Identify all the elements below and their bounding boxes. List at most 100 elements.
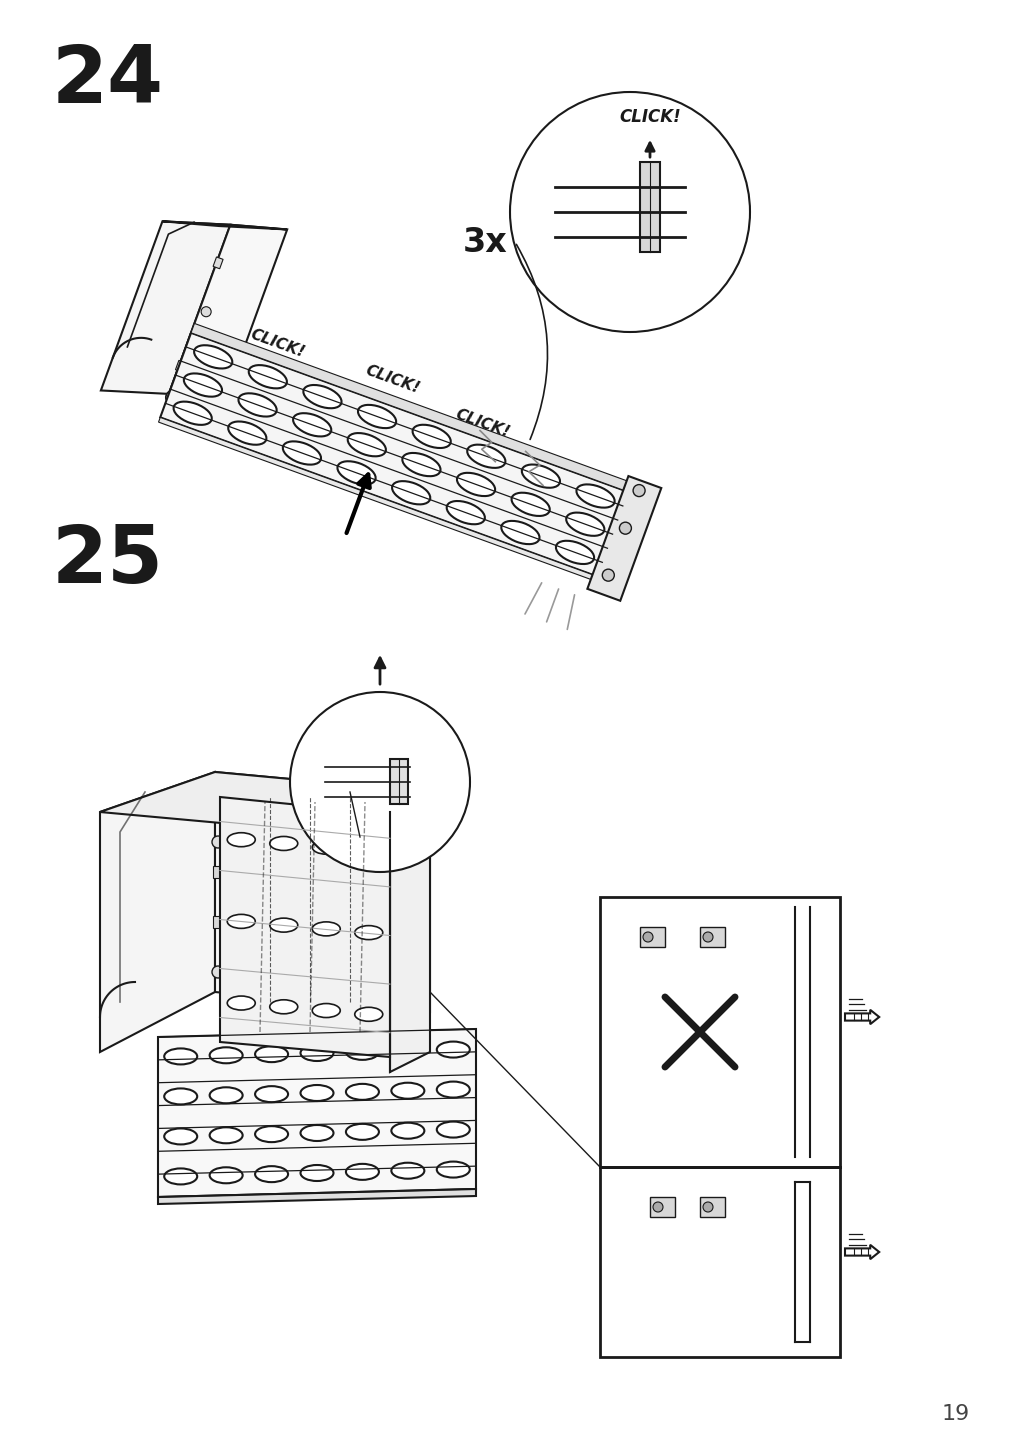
Ellipse shape [303, 385, 341, 408]
Ellipse shape [565, 513, 604, 536]
Ellipse shape [391, 1123, 424, 1138]
Bar [600, 896, 839, 1167]
Bar [212, 916, 222, 928]
Ellipse shape [255, 1085, 288, 1103]
Ellipse shape [164, 1169, 197, 1184]
Bar [700, 927, 724, 947]
Ellipse shape [355, 925, 382, 939]
Ellipse shape [358, 405, 395, 428]
Ellipse shape [164, 1088, 197, 1104]
Ellipse shape [249, 365, 287, 388]
Ellipse shape [346, 1044, 378, 1060]
Polygon shape [389, 792, 430, 1073]
Text: CLICK!: CLICK! [619, 107, 680, 126]
Ellipse shape [391, 1083, 424, 1098]
Text: CLICK!: CLICK! [453, 407, 512, 440]
Polygon shape [100, 772, 430, 832]
Ellipse shape [164, 1128, 197, 1144]
Ellipse shape [293, 414, 331, 437]
Ellipse shape [194, 345, 233, 368]
Polygon shape [101, 222, 231, 394]
Polygon shape [160, 332, 628, 577]
Ellipse shape [511, 493, 549, 516]
Ellipse shape [346, 1124, 378, 1140]
Ellipse shape [227, 421, 266, 445]
Bar [649, 1197, 674, 1217]
Text: 24: 24 [52, 42, 164, 120]
Ellipse shape [282, 441, 320, 464]
Circle shape [510, 92, 749, 332]
Ellipse shape [337, 461, 375, 484]
Ellipse shape [457, 473, 494, 495]
Text: 19: 19 [941, 1403, 969, 1423]
Polygon shape [158, 1189, 475, 1204]
Ellipse shape [348, 432, 385, 457]
Ellipse shape [300, 1126, 334, 1141]
Ellipse shape [437, 1081, 469, 1097]
Bar [639, 927, 664, 947]
Text: CLICK!: CLICK! [363, 362, 421, 397]
Ellipse shape [446, 501, 484, 524]
Circle shape [201, 306, 211, 316]
Text: CLICK!: CLICK! [249, 326, 306, 359]
Ellipse shape [209, 1047, 243, 1064]
Polygon shape [175, 361, 185, 372]
Ellipse shape [227, 915, 255, 928]
Ellipse shape [346, 1164, 378, 1180]
Ellipse shape [391, 1163, 424, 1179]
Ellipse shape [467, 444, 504, 468]
Polygon shape [159, 417, 596, 581]
Ellipse shape [391, 481, 430, 504]
Ellipse shape [437, 1041, 469, 1058]
Ellipse shape [227, 833, 255, 846]
Ellipse shape [355, 843, 382, 858]
Ellipse shape [312, 841, 340, 855]
Circle shape [166, 391, 180, 404]
Polygon shape [100, 772, 214, 1053]
Ellipse shape [522, 464, 559, 488]
Ellipse shape [437, 1121, 469, 1137]
Ellipse shape [355, 1007, 382, 1021]
Ellipse shape [391, 1042, 424, 1058]
Ellipse shape [184, 374, 221, 397]
Text: 3x: 3x [462, 225, 507, 259]
Ellipse shape [209, 1127, 243, 1143]
Ellipse shape [255, 1126, 288, 1143]
Circle shape [703, 932, 713, 942]
Circle shape [642, 932, 652, 942]
Ellipse shape [412, 425, 450, 448]
Polygon shape [844, 1244, 879, 1259]
Ellipse shape [576, 484, 614, 507]
Polygon shape [214, 772, 430, 1012]
Polygon shape [191, 324, 631, 491]
Ellipse shape [300, 1166, 334, 1181]
Bar [212, 866, 222, 878]
Text: 25: 25 [52, 523, 164, 600]
Ellipse shape [300, 1045, 334, 1061]
Ellipse shape [300, 1085, 334, 1101]
Ellipse shape [346, 1084, 378, 1100]
Bar [700, 1197, 724, 1217]
Polygon shape [213, 256, 222, 269]
Bar [600, 1167, 839, 1358]
Ellipse shape [555, 541, 593, 564]
Polygon shape [163, 222, 287, 229]
Ellipse shape [239, 394, 276, 417]
Ellipse shape [270, 1000, 297, 1014]
Circle shape [652, 1201, 662, 1211]
Ellipse shape [312, 922, 340, 937]
Ellipse shape [312, 1004, 340, 1018]
Ellipse shape [500, 521, 539, 544]
Bar [389, 759, 407, 803]
Circle shape [602, 569, 614, 581]
Circle shape [633, 484, 644, 497]
Polygon shape [844, 1010, 879, 1024]
Circle shape [703, 1201, 713, 1211]
Polygon shape [169, 225, 287, 398]
Circle shape [211, 836, 223, 848]
Ellipse shape [255, 1166, 288, 1183]
Ellipse shape [270, 836, 297, 851]
Ellipse shape [270, 918, 297, 932]
Ellipse shape [255, 1047, 288, 1063]
Polygon shape [586, 475, 660, 601]
